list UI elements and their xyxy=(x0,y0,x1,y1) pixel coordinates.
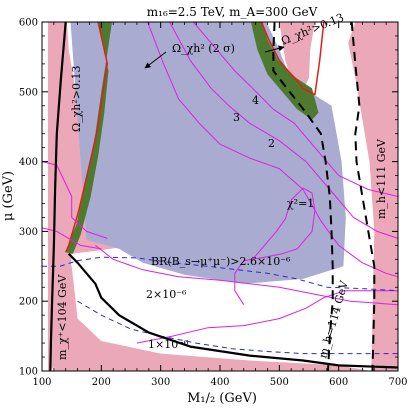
annotation-chi2-1: χ²=1 xyxy=(287,197,314,210)
region-bs-excluded xyxy=(70,22,346,284)
annotation-relic-band: Ω_χh² (2 σ) xyxy=(172,42,235,55)
y-tick-label: 500 xyxy=(19,87,38,98)
curve-chi2-1 xyxy=(234,187,316,305)
curve-mchi-104 xyxy=(49,22,67,371)
curve-relic-red-left xyxy=(65,22,109,253)
curve-mh-111 xyxy=(350,22,376,371)
y-tick-label: 200 xyxy=(19,297,38,308)
region-top-excluded xyxy=(279,22,315,91)
region-bottom-excluded xyxy=(53,252,372,371)
arrow-relic-right xyxy=(264,45,285,53)
curve-bs-1e6 xyxy=(77,300,398,355)
region-relic-green-right xyxy=(250,22,319,120)
x-tick-label: 600 xyxy=(329,377,348,388)
curves-layer xyxy=(42,22,398,371)
x-tick-label: 300 xyxy=(151,377,170,388)
x-tick-label: 500 xyxy=(270,377,289,388)
y-tick-label: 100 xyxy=(19,367,38,378)
chart-title: m₁₆=2.5 TeV, m_A=300 GeV xyxy=(147,5,318,19)
annotation-chi2-3: 3 xyxy=(233,111,240,124)
curve-chi2-outer-a xyxy=(136,290,398,344)
x-tick-label: 100 xyxy=(32,377,51,388)
curve-bs-bound xyxy=(67,252,398,369)
curve-relic-red-right xyxy=(260,22,325,96)
arrow-relic-left xyxy=(144,51,167,69)
x-tick-label: 400 xyxy=(210,377,229,388)
annotation-chi2-4: 4 xyxy=(252,94,259,107)
y-tick-label: 400 xyxy=(19,157,38,168)
y-tick-label: 300 xyxy=(19,227,38,238)
region-relic-green-left xyxy=(65,22,112,254)
y-axis-label: μ (GeV) xyxy=(1,171,16,221)
curve-chi2-left-b xyxy=(42,227,102,250)
annotation-relic-upper-left: Ω_χh²>0.13 xyxy=(70,66,83,133)
annotation-bs-1e6: 1×10⁻⁶ xyxy=(148,338,189,351)
annotation-bs-limit: BR(B_s→μ⁺μ⁻)>2.6×10⁻⁶ xyxy=(151,255,291,268)
axes-layer: 100 200 300 400 500 600 700 100 200 300 400 500 600 xyxy=(19,18,408,389)
annotation-mh-111: m_h<111 GeV xyxy=(375,138,388,219)
curve-bs-2e6 xyxy=(42,256,398,292)
annotation-mchi: m_χ⁺<104 GeV xyxy=(56,274,69,360)
annotation-bs-2e6: 2×10⁻⁶ xyxy=(146,288,187,301)
curve-chi2-4 xyxy=(192,22,398,197)
annotation-chi2-2: 2 xyxy=(268,137,275,150)
y-tick-label: 600 xyxy=(19,18,38,29)
curve-chi2-2 xyxy=(147,22,398,278)
x-axis-label: M₁/₂ (GeV) xyxy=(187,391,257,406)
region-right-excluded xyxy=(348,22,398,371)
x-tick-label: 200 xyxy=(92,377,111,388)
curve-chi2-left-a xyxy=(42,161,108,239)
curve-chi2-3 xyxy=(169,22,398,239)
curve-mh-114 xyxy=(272,22,334,371)
regions-layer xyxy=(47,22,398,371)
x-tick-label: 700 xyxy=(388,377,407,388)
